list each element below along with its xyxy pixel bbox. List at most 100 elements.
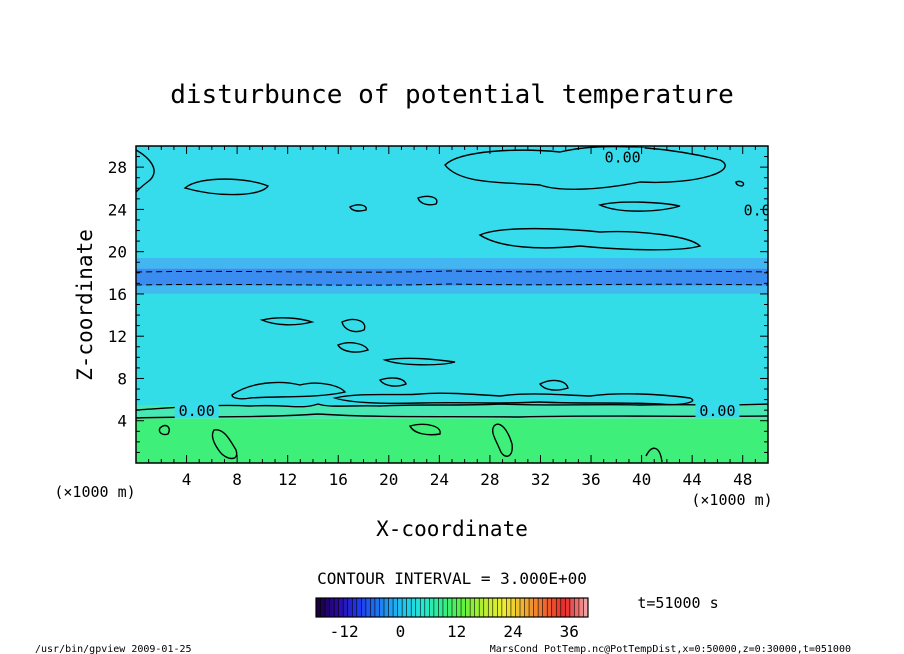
contour-line xyxy=(417,195,438,206)
colorbar-cell xyxy=(560,598,566,617)
x-tick-label: 24 xyxy=(430,470,449,489)
colorbar-cell xyxy=(538,598,544,617)
heatmap-band-2 xyxy=(136,293,768,406)
contour-lines xyxy=(136,146,768,463)
y-tick-label: 20 xyxy=(108,243,127,262)
heatmap-band-4 xyxy=(136,268,768,286)
colorbar-ticks: -12 0 12 24 36 xyxy=(330,622,579,641)
colorbar-cell xyxy=(497,598,503,617)
x-tick-label: 16 xyxy=(329,470,348,489)
colorbar-cell xyxy=(433,598,439,617)
colorbar-cell xyxy=(438,598,444,617)
x-axis-label: X-coordinate xyxy=(376,517,528,541)
colorbar-cell xyxy=(565,598,571,617)
time-label: t=51000 s xyxy=(637,594,718,612)
colorbar-cell xyxy=(470,598,476,617)
colorbar-cell xyxy=(352,598,358,617)
plot-area: 0.00 0.00 0.00 0.00 xyxy=(136,146,768,463)
colorbar-cell xyxy=(501,598,507,617)
colorbar-cell xyxy=(583,598,589,617)
colorbar-cell xyxy=(338,598,344,617)
colorbar-cell xyxy=(397,598,403,617)
colorbar-cell xyxy=(447,598,453,617)
contour-line xyxy=(183,178,270,196)
heatmap-band-0 xyxy=(136,418,768,463)
contour-line xyxy=(538,379,569,391)
colorbar-tick-label: 0 xyxy=(396,622,406,641)
contour-line xyxy=(341,318,366,333)
colorbar-cell xyxy=(356,598,362,617)
colorbar-cell xyxy=(574,598,580,617)
colorbar-cell xyxy=(510,598,516,617)
contour-line xyxy=(211,429,238,460)
colorbar-cell xyxy=(461,598,467,617)
colorbar-tick-label: 12 xyxy=(447,622,466,641)
colorbar-cell xyxy=(316,598,322,617)
colorbar-cell xyxy=(384,598,390,617)
contour-line xyxy=(382,357,456,366)
x-axis: 4 8 12 16 20 24 28 32 36 40 44 48 xyxy=(135,146,769,489)
colorbar-cell xyxy=(393,598,399,617)
x-tick-label: 40 xyxy=(632,470,651,489)
contour-label-bg xyxy=(600,147,645,165)
contour-line xyxy=(136,413,768,419)
colorbar-cell xyxy=(533,598,539,617)
contour-line xyxy=(378,377,407,387)
x-tick-label: 20 xyxy=(379,470,398,489)
contour-line xyxy=(231,381,347,400)
colorbar-cell xyxy=(578,598,584,617)
colorbar-cell xyxy=(520,598,526,617)
colorbar-cell xyxy=(524,598,530,617)
contour-line xyxy=(336,342,369,353)
colorbar-cell xyxy=(347,598,353,617)
colorbar-cell xyxy=(343,598,349,617)
colorbar-cell xyxy=(556,598,562,617)
contour-line xyxy=(259,317,315,326)
contour-line xyxy=(491,423,513,457)
y-tick-label: 8 xyxy=(117,369,127,388)
colorbar-cell xyxy=(506,598,512,617)
contour-label-bg xyxy=(174,401,219,419)
colorbar-cell xyxy=(402,598,408,617)
contour-label: 0.00 xyxy=(699,402,735,420)
colorbar-cell xyxy=(492,598,498,617)
colorbar-cell xyxy=(325,598,331,617)
contour-label-bg xyxy=(739,200,768,218)
contour-label-bg xyxy=(695,401,740,419)
y-tick-label: 28 xyxy=(108,158,127,177)
colorbar-cell xyxy=(452,598,458,617)
colorbar-frame xyxy=(315,597,589,618)
colorbar-cell xyxy=(529,598,535,617)
colorbar-cell xyxy=(361,598,367,617)
colorbar-cell xyxy=(551,598,557,617)
colorbar-cell xyxy=(542,598,548,617)
footer-right: MarsCond_PotTemp.nc@PotTempDist,x=0:5000… xyxy=(490,644,851,654)
contour-line xyxy=(158,424,170,436)
colorbar-cell xyxy=(329,598,335,617)
heatmap-band-6 xyxy=(136,146,768,259)
colorbar-cell xyxy=(374,598,380,617)
colorbar xyxy=(315,597,589,618)
x-tick-label: 48 xyxy=(733,470,752,489)
y-tick-label: 24 xyxy=(108,200,127,219)
footer-left: /usr/bin/gpview 2009-01-25 xyxy=(35,644,192,654)
colorbar-cell xyxy=(442,598,448,617)
y-tick-label: 16 xyxy=(108,285,127,304)
colorbar-tick-label: 36 xyxy=(560,622,579,641)
contour-line xyxy=(408,423,441,436)
colorbar-cell xyxy=(334,598,340,617)
contour-line xyxy=(478,227,702,251)
x-tick-label: 8 xyxy=(232,470,242,489)
x-tick-label: 36 xyxy=(581,470,600,489)
contour-line xyxy=(136,270,768,273)
contour-line xyxy=(645,447,663,463)
x-unit-left: (×1000 m) xyxy=(54,483,135,501)
colorbar-tick-label: -12 xyxy=(330,622,359,641)
contour-interval: CONTOUR INTERVAL = 3.000E+00 xyxy=(317,569,587,588)
y-axis: 4 8 12 16 20 24 28 xyxy=(108,145,768,464)
contour-label: 0.00 xyxy=(179,402,215,420)
colorbar-cell xyxy=(379,598,385,617)
x-tick-label: 12 xyxy=(278,470,297,489)
y-axis-label: Z-coordinate xyxy=(73,229,97,381)
